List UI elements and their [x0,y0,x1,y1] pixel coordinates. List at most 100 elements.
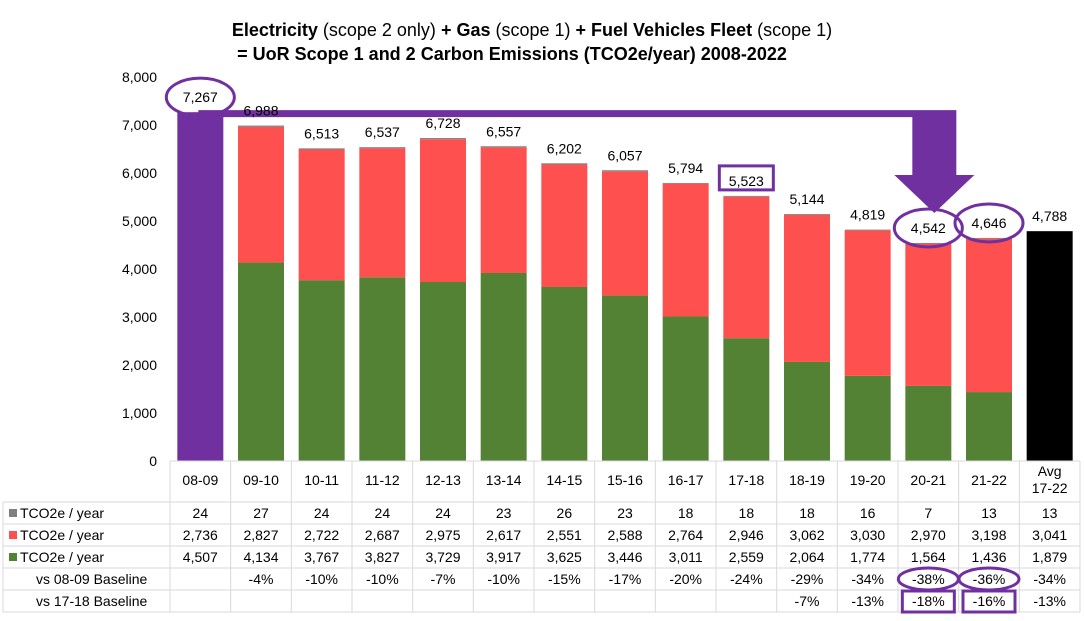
y-tick-label: 8,000 [122,69,157,85]
y-tick-label: 6,000 [122,165,157,181]
y-tick-label: 5,000 [122,213,157,229]
highlight-ellipse [164,76,236,118]
table-cell: -36% [973,571,1006,587]
category-label: 14-15 [546,472,582,488]
bar-segment-fleet [238,125,284,127]
bar-segment-gas [298,280,345,461]
table-cell: 13 [981,505,997,521]
category-label: 12-13 [425,472,461,488]
table-cell: -10% [305,571,338,587]
total-label: 4,788 [1032,208,1067,224]
table-cell: 24 [193,505,209,521]
table-cell: 3,917 [486,549,521,565]
chart-title-line-1: Electricity (scope 2 only) + Gas (scope … [232,20,832,40]
table-cell: 18 [739,505,755,521]
category-label: 19-20 [850,472,886,488]
total-label: 6,513 [304,125,339,141]
table-cell: 2,551 [547,527,582,543]
bar-segment-gas [541,287,588,461]
table-cell: -13% [851,593,884,609]
bar-segment-fleet [905,243,952,244]
y-tick-label: 4,000 [122,261,157,277]
bar-segment-fleet [420,138,466,140]
legend-swatch [9,553,17,561]
total-label: 7,267 [183,89,218,105]
table-cell: 3,625 [547,549,582,565]
table-cell: -15% [548,571,581,587]
table-cell: 1,436 [971,549,1006,565]
y-tick-label: 3,000 [122,309,157,325]
bar-segment-electricity [844,230,891,376]
table-cell: 2,559 [729,549,764,565]
bar-segment-fleet [966,237,1012,239]
table-cell: 3,041 [1032,527,1067,543]
table-cell: 1,774 [850,549,885,565]
bar-segment-electricity [480,147,527,273]
table-cell: 3,198 [971,527,1006,543]
bar-segment-gas [966,392,1012,461]
bar-segment-gas [359,277,406,461]
table-cell: 3,446 [607,549,642,565]
category-label: 21-22 [971,472,1007,488]
table-cell: 2,970 [911,527,946,543]
table-cell: 1,879 [1032,549,1067,565]
bar-segment-fleet [784,214,830,215]
bar-segment-fleet [541,163,588,165]
chart-title-line-2: = UoR Scope 1 and 2 Carbon Emissions (TC… [237,44,787,64]
bar-segment-electricity [238,126,284,263]
table-cell: 27 [253,505,269,521]
bar-segment-electricity [359,148,406,278]
bar-segment-electricity [298,149,345,281]
table-cell: 18 [678,505,694,521]
bar-segment-gas [784,361,830,461]
total-label: 6,728 [425,115,460,131]
row-label: TCO2e / year [20,527,104,543]
highlight-box [717,164,775,192]
chart-title: Electricity (scope 2 only) + Gas (scope … [232,20,832,64]
bar-segment-fleet [480,146,527,148]
legend-swatch [9,531,17,539]
table-cell: 2,064 [789,549,824,565]
table-cell: -20% [669,571,702,587]
table-cell: 23 [617,505,633,521]
bar-segment-gas [238,262,284,461]
row-label: TCO2e / year [20,505,104,521]
table-cell: -38% [912,571,945,587]
legend-swatch [9,509,17,517]
highlight-ellipse [953,202,1025,244]
bar-segment-electricity [966,238,1012,393]
total-label: 4,819 [850,207,885,223]
table-cell: 3,767 [304,549,339,565]
table-cell: -34% [1033,571,1066,587]
bar-segment-gas [420,282,466,461]
table-cell: 2,827 [243,527,278,543]
table-cell: 24 [314,505,330,521]
table-cell: 2,588 [607,527,642,543]
category-label: 11-12 [365,472,400,488]
table-cell: 2,687 [365,527,400,543]
total-label: 6,202 [547,140,582,156]
category-label: 17-18 [728,472,764,488]
bar-segment-fleet [844,229,891,231]
table-cell: -7% [431,571,456,587]
table-cell: 7 [924,505,932,521]
bar-total-Avg 17-22 [1026,231,1073,461]
highlight-box [900,589,956,614]
total-label: 5,523 [729,173,764,189]
table-cell: -10% [487,571,520,587]
table-cell: -24% [730,571,763,587]
total-label: 4,646 [971,215,1006,231]
table-cell: -29% [791,571,824,587]
table-cell: 13 [1042,505,1058,521]
bar-segment-fleet [723,195,770,197]
table-cell: 18 [799,505,815,521]
table-cell: -13% [1033,593,1066,609]
table-cell: -4% [249,571,274,587]
bar-segment-gas [723,338,770,461]
category-label: 15-16 [607,472,643,488]
category-label: 09-10 [243,472,279,488]
table-cell: 2,764 [668,527,703,543]
category-label: Avg [1038,463,1062,479]
bar-segment-gas [602,295,648,461]
bar-segment-fleet [602,170,648,172]
